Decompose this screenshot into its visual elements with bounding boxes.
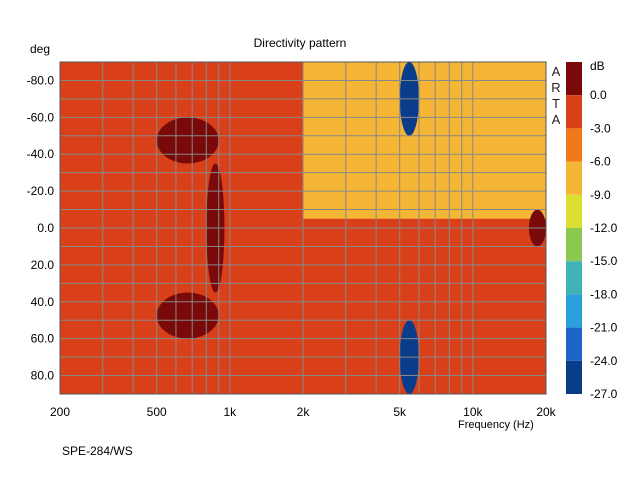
brand-letter: A <box>551 64 561 79</box>
colorbar-label: -21.0 <box>590 321 618 335</box>
colorbar-swatch <box>566 261 582 295</box>
colorbar-label: -6.0 <box>590 155 611 169</box>
brand-letter: A <box>551 112 561 127</box>
colorbar-label: -12.0 <box>590 221 618 235</box>
colorbar-swatch <box>566 194 582 228</box>
colorbar-label: -27.0 <box>590 387 618 401</box>
x-tick-label: 5k <box>393 405 407 419</box>
y-tick-label: -60.0 <box>27 110 55 124</box>
colorbar-swatch <box>566 62 582 96</box>
y-tick-label: 20.0 <box>31 258 55 272</box>
colorbar-label: -9.0 <box>590 188 611 202</box>
contour-blob <box>156 117 219 164</box>
y-tick-label: -20.0 <box>27 184 55 198</box>
x-tick-label: 2k <box>297 405 311 419</box>
colorbar-swatch <box>566 95 582 129</box>
x-axis-label: Frequency (Hz) <box>458 419 534 431</box>
brand-letter: T <box>552 96 560 111</box>
plot-frame <box>59 61 547 395</box>
model-label: SPE-284/WS <box>62 444 133 458</box>
x-tick-label: 10k <box>463 405 483 419</box>
contour-blob <box>156 292 219 339</box>
colorbar-label: 0.0 <box>590 88 607 102</box>
y-tick-label: -80.0 <box>27 73 55 87</box>
contour-region <box>303 62 546 219</box>
x-tick-label: 1k <box>224 405 238 419</box>
colorbar-label: -15.0 <box>590 254 618 268</box>
colorbar-label: -18.0 <box>590 287 618 301</box>
colorbar-swatch <box>566 294 582 328</box>
colorbar-swatch <box>566 128 582 162</box>
y-tick-label: 0.0 <box>37 221 54 235</box>
colorbar-unit: dB <box>590 59 605 73</box>
y-tick-label: 60.0 <box>31 332 55 346</box>
colorbar-swatch <box>566 228 582 262</box>
brand-letter: R <box>551 80 561 95</box>
colorbar-swatch <box>566 161 582 195</box>
x-tick-label: 20k <box>536 405 556 419</box>
colorbar-label: -24.0 <box>590 354 618 368</box>
x-tick-label: 200 <box>50 405 70 419</box>
y-tick-label: -40.0 <box>27 147 55 161</box>
colorbar-swatch <box>566 327 582 361</box>
chart-title: Directivity pattern <box>253 36 347 50</box>
y-tick-label: 40.0 <box>31 295 55 309</box>
y-axis-label: deg <box>30 42 51 56</box>
arta-watermark: A R T A <box>550 64 562 128</box>
colorbar-label: -3.0 <box>590 121 611 135</box>
colorbar-swatch <box>566 360 582 394</box>
y-tick-label: 80.0 <box>31 369 55 383</box>
x-tick-label: 500 <box>147 405 167 419</box>
